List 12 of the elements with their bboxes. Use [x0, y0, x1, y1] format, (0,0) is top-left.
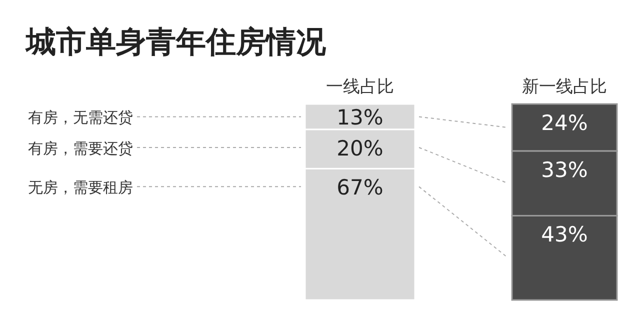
category-label: 一线占比	[326, 77, 394, 97]
data-label: 13%	[336, 106, 384, 130]
data-label: 67%	[336, 176, 384, 200]
data-label: 43%	[541, 222, 588, 247]
data-label: 33%	[541, 158, 588, 182]
series-name: 无房，需要租房	[28, 178, 133, 197]
category-label: 新一线占比	[522, 77, 607, 97]
title: 城市单身青年住房情况	[26, 25, 326, 60]
data-label: 20%	[336, 136, 384, 160]
series-name: 有房，无需还贷	[28, 108, 133, 127]
series-name: 有房，需要还贷	[28, 139, 133, 158]
data-label: 24%	[541, 111, 588, 135]
